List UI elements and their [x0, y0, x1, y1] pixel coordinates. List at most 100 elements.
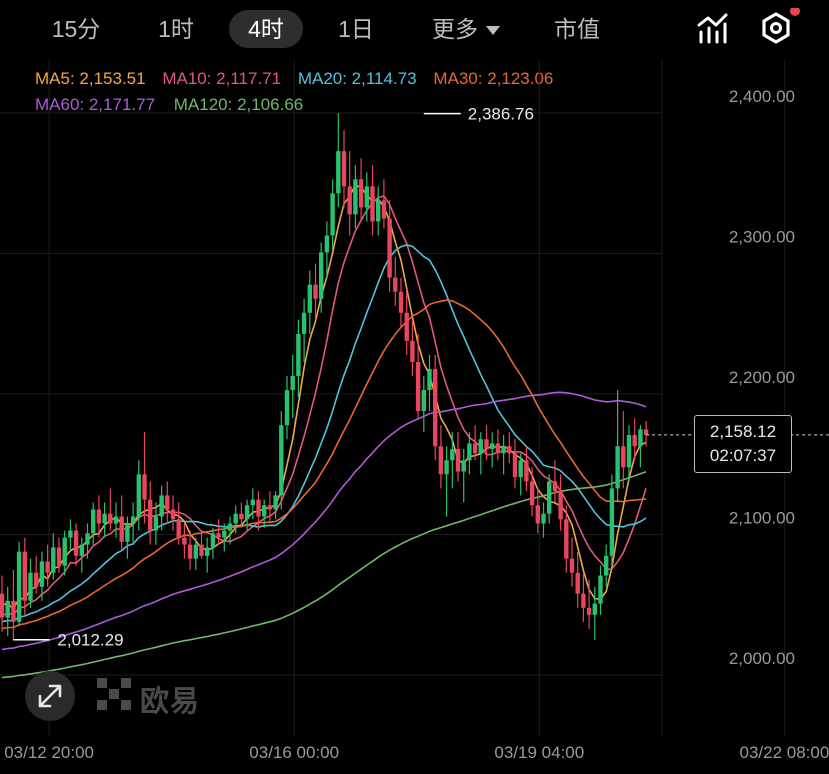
candle-body	[336, 151, 341, 194]
expand-chart-button[interactable]	[25, 671, 75, 721]
ma5-label: MA5: 2,153.51	[35, 69, 146, 88]
candle-body	[279, 425, 284, 496]
candle-body	[341, 151, 347, 187]
candle-body	[490, 443, 495, 450]
candle	[307, 270, 312, 334]
candle-body	[643, 429, 649, 436]
candle	[73, 523, 79, 566]
candle-body	[273, 495, 278, 510]
candle	[284, 376, 290, 440]
candle-body	[233, 513, 238, 524]
candle	[547, 474, 552, 524]
candle	[51, 533, 56, 580]
candle	[91, 502, 96, 545]
candle	[626, 425, 632, 482]
candle-body	[626, 435, 632, 468]
candle	[62, 530, 67, 576]
candle-body	[370, 186, 375, 222]
tab-4h[interactable]: 4时	[229, 10, 303, 48]
candle-body	[16, 551, 22, 622]
notification-badge	[790, 6, 800, 16]
candle-countdown: 02:07:37	[709, 445, 777, 465]
candle-body	[609, 488, 615, 556]
tab-more[interactable]: 更多	[418, 10, 514, 48]
candle-body	[0, 593, 5, 618]
candle-body	[393, 277, 398, 292]
tab-1h[interactable]: 1时	[158, 16, 194, 42]
candle-body	[239, 513, 244, 520]
candle	[643, 420, 649, 447]
candle	[239, 502, 244, 528]
candle	[364, 172, 369, 222]
hexagon-settings-icon[interactable]	[756, 6, 800, 48]
candle-body	[85, 533, 90, 545]
candle	[11, 569, 16, 641]
candle	[119, 495, 124, 552]
candle-body	[547, 481, 552, 514]
x-tick-label: 03/12 20:00	[4, 743, 94, 762]
candle	[518, 453, 523, 496]
candle	[216, 519, 221, 545]
candle	[341, 130, 347, 208]
tab-1d[interactable]: 1日	[338, 16, 374, 42]
candle	[244, 499, 250, 531]
okx-logo-icon	[97, 678, 131, 710]
ma60-label: MA60: 2,171.77	[35, 95, 156, 114]
candle-body	[222, 530, 227, 538]
ma20-label: MA20: 2,114.73	[297, 69, 417, 88]
candle-body	[187, 544, 193, 559]
candle-body	[79, 544, 84, 556]
candle	[558, 474, 563, 531]
candle-body	[558, 491, 563, 520]
candle-body	[28, 572, 33, 601]
candle	[490, 432, 495, 468]
tab-15m[interactable]: 15分	[51, 16, 101, 42]
candle	[153, 502, 159, 545]
candle-body	[638, 429, 643, 447]
candle	[210, 527, 216, 559]
candle-body	[581, 593, 586, 608]
chart-indicator-icon[interactable]	[692, 8, 732, 48]
candle-body	[398, 291, 404, 313]
ma120-label: MA120: 2,106.66	[173, 95, 304, 114]
candle	[22, 537, 27, 615]
candle	[222, 523, 227, 552]
candle-body	[250, 499, 255, 506]
tab-market-cap[interactable]: 市值	[554, 16, 600, 42]
candle	[615, 390, 620, 503]
ma20-line	[1, 244, 647, 623]
ma-legend-row-1: MA5: 2,153.51 MA10: 2,117.71 MA20: 2,114…	[35, 69, 553, 89]
candle	[501, 435, 506, 475]
candle	[529, 467, 535, 517]
candle	[125, 516, 130, 559]
candle-body	[330, 193, 335, 236]
candle	[301, 298, 307, 362]
candle	[227, 516, 233, 545]
candle	[541, 502, 546, 538]
candle-body	[267, 505, 273, 510]
candle	[113, 502, 119, 538]
candle-body	[290, 376, 295, 391]
candle-body	[284, 390, 290, 426]
candle-body	[535, 505, 540, 524]
candle-body	[125, 523, 130, 542]
y-tick-label: 2,400.00	[729, 87, 795, 106]
candle	[638, 425, 643, 468]
candle	[484, 425, 489, 461]
candle-body	[22, 551, 27, 601]
candle-body	[358, 179, 364, 208]
candle	[358, 158, 364, 222]
candle	[598, 565, 603, 615]
candle	[148, 481, 153, 545]
candle-body	[552, 481, 558, 492]
candle-body	[45, 561, 50, 573]
ma120-line	[1, 471, 647, 679]
candle-body	[5, 600, 10, 618]
candle	[552, 460, 558, 503]
candle	[575, 551, 580, 608]
candle-body	[472, 443, 478, 454]
current-price-tag: 2,158.12 02:07:37	[694, 414, 792, 473]
ma-legend-row-2: MA60: 2,171.77 MA120: 2,106.66	[35, 95, 303, 115]
high-price-label: 2,386.76	[468, 105, 534, 124]
